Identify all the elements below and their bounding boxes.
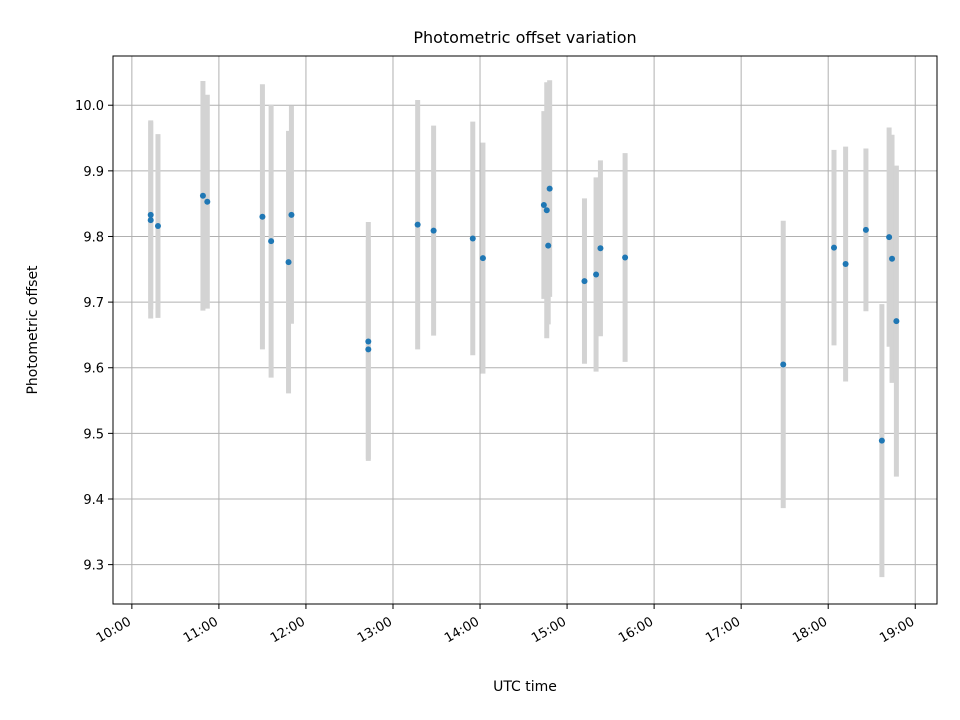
chart-title: Photometric offset variation — [413, 28, 636, 47]
y-axis-label: Photometric offset — [25, 265, 41, 395]
data-point — [886, 234, 893, 241]
data-point — [469, 235, 476, 242]
data-point — [889, 255, 896, 262]
data-point — [259, 213, 266, 220]
y-tick-label: 9.6 — [83, 362, 104, 377]
data-point — [893, 318, 900, 325]
data-point — [365, 346, 372, 353]
data-point — [597, 245, 604, 252]
data-point — [622, 254, 629, 261]
data-point — [365, 338, 372, 345]
y-tick-label: 9.4 — [83, 493, 104, 508]
data-point — [862, 226, 869, 233]
data-point — [543, 207, 550, 214]
data-point — [581, 278, 588, 285]
y-axis-ticks: 9.3 9.4 9.5 9.6 9.7 9.8 9.9 10.0 — [75, 99, 113, 574]
data-point — [147, 217, 154, 224]
data-point — [147, 211, 154, 218]
data-point — [479, 255, 486, 262]
y-tick-label: 9.8 — [83, 230, 104, 245]
data-point — [204, 198, 211, 205]
x-axis-label: UTC time — [493, 679, 557, 695]
plot-frame — [112, 55, 938, 605]
data-point — [199, 192, 206, 199]
data-point — [430, 227, 437, 234]
data-point — [878, 437, 885, 444]
data-point — [545, 242, 552, 249]
y-tick-label: 9.3 — [83, 559, 104, 574]
data-point — [540, 201, 547, 208]
data-point — [831, 244, 837, 251]
data-point — [285, 259, 292, 266]
y-tick-label: 9.7 — [83, 296, 104, 311]
y-tick-label: 9.5 — [83, 427, 104, 442]
grid-lines — [113, 56, 937, 604]
data-point — [780, 361, 787, 368]
data-point — [268, 238, 275, 245]
data-point — [546, 185, 553, 192]
data-point — [154, 222, 161, 229]
data-points — [147, 185, 900, 444]
data-point — [414, 221, 421, 228]
data-point — [842, 261, 849, 268]
data-point — [288, 211, 295, 218]
y-tick-label: 9.9 — [83, 165, 104, 180]
data-point — [593, 271, 600, 278]
y-tick-label: 10.0 — [75, 99, 104, 114]
